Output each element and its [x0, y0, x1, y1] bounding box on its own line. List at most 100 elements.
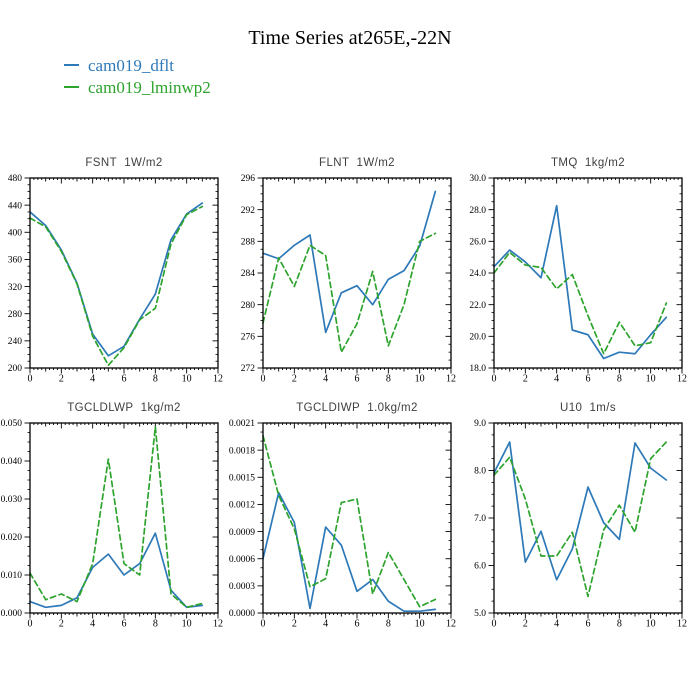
y-tick-label: 360: [8, 256, 23, 266]
series-cam019_dflt: [29, 532, 204, 609]
x-tick-label: 6: [355, 619, 360, 630]
x-tick-label: 12: [446, 374, 456, 385]
x-tick-label: 12: [213, 619, 223, 630]
y-tick-label: 22.0: [469, 301, 486, 311]
x-tick-label: 2: [59, 374, 64, 385]
legend-line-swatch-blue: [64, 64, 79, 66]
series-cam019_lminwp2: [29, 205, 204, 367]
plot-flnt: FLNT 1W/m2 272 276 280 284 288 292 296 0 2 4 6 8 10 12: [241, 157, 456, 385]
y-tick-label: 0.010: [1, 571, 23, 581]
series-cam019_lminwp2: [262, 434, 437, 608]
x-tick-label: 8: [386, 619, 391, 630]
series-cam019_dflt: [29, 202, 204, 357]
y-tick-label: 18.0: [469, 364, 486, 374]
y-tick-label: 0.050: [1, 419, 23, 429]
subplot-title: FLNT 1W/m2: [319, 157, 395, 169]
x-tick-label: 0: [261, 619, 266, 630]
page-title: Time Series at265E,-22N: [248, 27, 452, 49]
legend-item-cam019-dflt: cam019_dflt: [64, 55, 211, 77]
y-tick-label: 9.0: [474, 419, 486, 429]
x-tick-label: 6: [586, 619, 591, 630]
y-tick-label: 288: [241, 238, 256, 248]
y-tick-label: 8.0: [474, 467, 486, 477]
x-tick-label: 4: [90, 619, 95, 630]
x-tick-label: 0: [261, 374, 266, 385]
x-tick-label: 2: [523, 619, 528, 630]
x-tick-label: 8: [617, 619, 622, 630]
x-tick-label: 10: [646, 619, 656, 630]
y-tick-label: 284: [241, 269, 256, 279]
x-tick-label: 6: [586, 374, 591, 385]
series-cam019_dflt: [262, 190, 437, 334]
y-tick-label: 0.0003: [229, 582, 255, 592]
series-cam019_lminwp2: [262, 232, 437, 354]
x-tick-label: 8: [617, 374, 622, 385]
y-tick-label: 400: [8, 228, 23, 238]
y-tick-label: 28.0: [469, 206, 486, 216]
x-tick-label: 4: [323, 374, 328, 385]
y-tick-label: 0.030: [1, 495, 23, 505]
x-tick-label: 6: [122, 619, 127, 630]
y-tick-label: 0.0021: [229, 419, 255, 429]
x-tick-label: 4: [90, 374, 95, 385]
subplot-title: U10 1m/s: [560, 402, 616, 414]
plot-fsnt: FSNT 1W/m2 200 240 280 320 360 400 440 480 0 2 4 6 8 1…: [8, 157, 223, 385]
x-tick-label: 10: [415, 619, 425, 630]
x-tick-label: 8: [153, 374, 158, 385]
y-tick-label: 480: [8, 174, 23, 184]
legend-label: cam019_lminwp2: [88, 78, 211, 97]
y-tick-label: 0.0006: [229, 555, 255, 565]
y-tick-label: 0.0009: [229, 528, 255, 538]
plot-u10: U10 1m/s 5.0 6.0 7.0 8.0 9.0 0 2 4 6 8 10 12: [474, 402, 687, 630]
subplot-title: FSNT 1W/m2: [85, 157, 162, 169]
y-tick-label: 7.0: [474, 514, 486, 524]
x-tick-label: 6: [122, 374, 127, 385]
y-tick-label: 240: [8, 337, 23, 347]
y-tick-label: 20.0: [469, 333, 486, 343]
y-tick-label: 24.0: [469, 269, 486, 279]
x-tick-label: 4: [554, 374, 559, 385]
legend-line-swatch-green: [64, 86, 79, 88]
y-tick-label: 0.0000: [229, 609, 255, 619]
series-cam019_lminwp2: [493, 441, 668, 598]
y-tick-label: 26.0: [469, 238, 486, 248]
x-tick-label: 0: [28, 619, 33, 630]
y-tick-label: 280: [8, 310, 23, 320]
x-tick-label: 2: [59, 619, 64, 630]
x-tick-label: 2: [292, 619, 297, 630]
series-cam019_dflt: [262, 491, 437, 613]
y-tick-label: 0.000: [1, 609, 23, 619]
x-tick-label: 8: [153, 619, 158, 630]
x-tick-label: 10: [415, 374, 425, 385]
y-tick-label: 200: [8, 364, 23, 374]
series-cam019_dflt: [493, 204, 668, 360]
x-tick-label: 10: [646, 374, 656, 385]
subplot-title: TGCLDLWP 1kg/m2: [67, 402, 181, 414]
series-cam019_lminwp2: [29, 425, 204, 609]
series-cam019_lminwp2: [493, 251, 668, 355]
legend: cam019_dflt cam019_lminwp2: [64, 55, 211, 99]
subplot-title: TGCLDIWP 1.0kg/m2: [296, 402, 418, 414]
x-tick-label: 8: [386, 374, 391, 385]
x-tick-label: 12: [677, 619, 687, 630]
y-tick-label: 276: [241, 333, 256, 343]
y-tick-label: 440: [8, 201, 23, 211]
x-tick-label: 12: [213, 374, 223, 385]
y-tick-label: 292: [241, 206, 256, 216]
x-tick-label: 4: [554, 619, 559, 630]
y-tick-label: 296: [241, 174, 256, 184]
x-tick-label: 10: [182, 374, 192, 385]
y-tick-label: 272: [241, 364, 256, 374]
y-tick-label: 0.0012: [229, 501, 255, 511]
legend-label: cam019_dflt: [88, 56, 174, 75]
y-tick-label: 0.0015: [229, 473, 255, 483]
x-tick-label: 2: [292, 374, 297, 385]
plot-tgcldlwp: TGCLDLWP 1kg/m2 0.000 0.010 0.020 0.030 0.040…: [1, 402, 223, 630]
x-tick-label: 2: [523, 374, 528, 385]
x-tick-label: 6: [355, 374, 360, 385]
x-tick-label: 0: [492, 619, 497, 630]
x-tick-label: 0: [28, 374, 33, 385]
y-tick-label: 280: [241, 301, 256, 311]
y-tick-label: 6.0: [474, 562, 486, 572]
